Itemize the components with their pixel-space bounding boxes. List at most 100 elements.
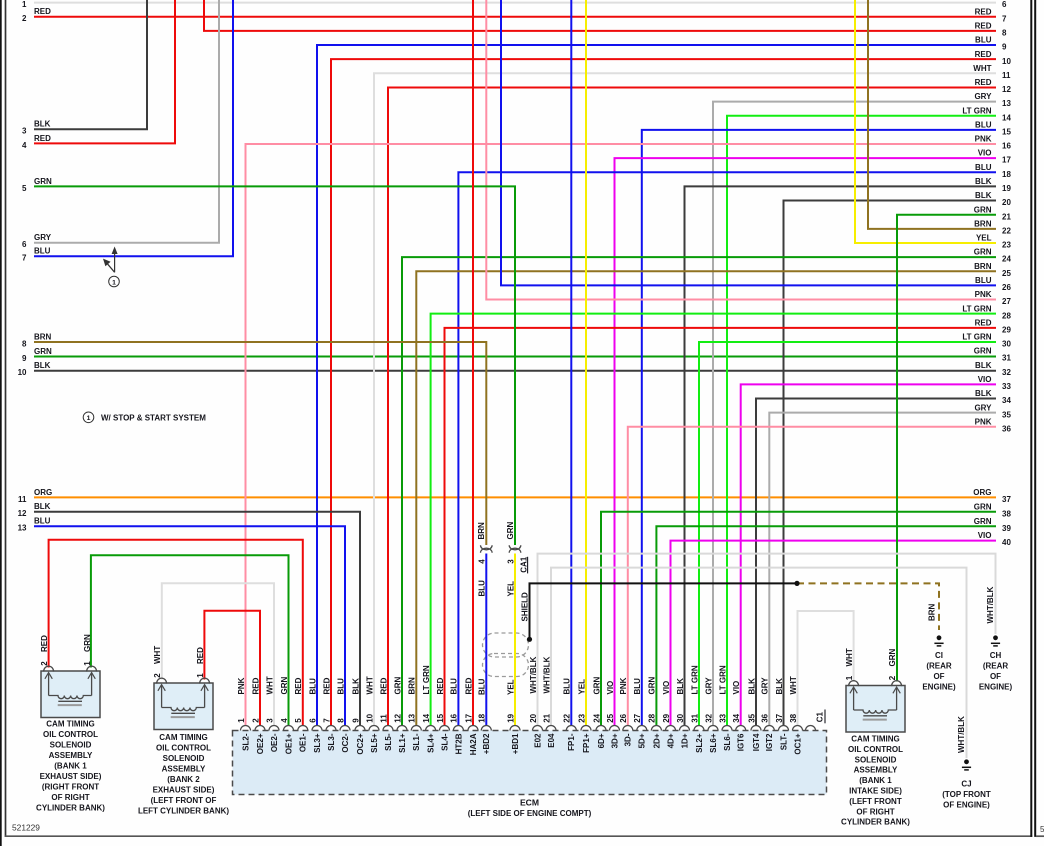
svg-text:6: 6 — [308, 718, 317, 723]
svg-text:YEL: YEL — [577, 679, 586, 695]
svg-text:33: 33 — [718, 713, 727, 722]
svg-text:GRN: GRN — [393, 677, 402, 695]
svg-text:26: 26 — [619, 713, 628, 722]
svg-text:CAM TIMING: CAM TIMING — [159, 733, 207, 742]
svg-text:1: 1 — [196, 673, 205, 678]
svg-text:4D+: 4D+ — [666, 733, 675, 748]
svg-text:FP1+: FP1+ — [582, 733, 591, 753]
svg-text:RED: RED — [34, 134, 51, 143]
svg-text:22: 22 — [1002, 226, 1011, 235]
svg-text:WHT: WHT — [845, 648, 854, 666]
svg-text:RED: RED — [196, 647, 205, 664]
svg-text:4: 4 — [280, 718, 289, 723]
svg-text:SL2+: SL2+ — [695, 733, 704, 753]
svg-text:27: 27 — [633, 713, 642, 722]
svg-text:1: 1 — [112, 279, 116, 286]
svg-text:9: 9 — [351, 718, 360, 723]
svg-text:40: 40 — [1002, 538, 1011, 547]
svg-text:2: 2 — [251, 718, 260, 723]
svg-text:OIL CONTROL: OIL CONTROL — [848, 745, 903, 754]
svg-text:GRN: GRN — [280, 677, 289, 695]
svg-text:(RIGHT FRONT: (RIGHT FRONT — [42, 782, 99, 791]
svg-text:BLK: BLK — [975, 191, 992, 200]
svg-text:VIO: VIO — [978, 531, 992, 540]
svg-text:WHT: WHT — [973, 64, 991, 73]
svg-text:(LEFT FRONT: (LEFT FRONT — [849, 797, 902, 806]
svg-text:RED: RED — [251, 677, 260, 694]
svg-text:GRN: GRN — [974, 517, 992, 526]
svg-text:OIL CONTROL: OIL CONTROL — [43, 730, 98, 739]
svg-text:4: 4 — [478, 559, 487, 564]
svg-text:E02: E02 — [533, 733, 542, 748]
svg-text:7: 7 — [1002, 14, 1007, 23]
svg-text:YEL: YEL — [506, 679, 515, 695]
svg-text:BLU: BLU — [975, 276, 992, 285]
svg-text:GRN: GRN — [974, 347, 992, 356]
svg-text:OF RIGHT: OF RIGHT — [51, 793, 89, 802]
svg-text:29: 29 — [1002, 325, 1011, 334]
svg-text:BLU: BLU — [563, 678, 572, 695]
svg-text:11: 11 — [18, 495, 27, 504]
svg-text:OC2+: OC2+ — [356, 733, 365, 754]
svg-text:BLU: BLU — [975, 36, 992, 45]
svg-text:BLK: BLK — [775, 678, 784, 695]
svg-text:17: 17 — [1002, 156, 1011, 165]
svg-text:BLK: BLK — [975, 389, 992, 398]
svg-text:WHT/BLK: WHT/BLK — [986, 586, 995, 623]
svg-text:(LEFT FRONT OF: (LEFT FRONT OF — [151, 796, 217, 805]
svg-text:ENGINE): ENGINE) — [979, 682, 1013, 691]
svg-text:WHT: WHT — [365, 676, 374, 694]
svg-text:CYLINDER BANK): CYLINDER BANK) — [841, 818, 910, 827]
svg-text:OF RIGHT: OF RIGHT — [856, 807, 894, 816]
svg-text:CI: CI — [935, 651, 943, 660]
svg-text:GRN: GRN — [974, 205, 992, 214]
svg-text:WHT/BLK: WHT/BLK — [957, 716, 966, 753]
svg-text:34: 34 — [732, 713, 741, 722]
svg-text:RED: RED — [975, 318, 992, 327]
svg-text:CAM TIMING: CAM TIMING — [46, 719, 94, 728]
svg-text:SOLENOID: SOLENOID — [163, 754, 205, 763]
svg-text:20: 20 — [529, 713, 538, 722]
svg-text:BLU: BLU — [450, 678, 459, 695]
svg-text:1: 1 — [87, 415, 91, 422]
svg-text:22: 22 — [563, 713, 572, 722]
svg-text:3: 3 — [506, 559, 515, 564]
svg-text:23: 23 — [1002, 241, 1011, 250]
svg-text:BLU: BLU — [633, 678, 642, 695]
svg-text:12: 12 — [393, 713, 402, 722]
svg-text:SL6-: SL6- — [723, 733, 732, 751]
svg-text:SL6+: SL6+ — [709, 733, 718, 753]
svg-text:SHIELD: SHIELD — [520, 592, 529, 622]
svg-text:5: 5 — [294, 718, 303, 723]
svg-text:SL1-: SL1- — [412, 733, 421, 751]
svg-text:GRN: GRN — [974, 502, 992, 511]
svg-text:19: 19 — [506, 713, 515, 722]
svg-text:9: 9 — [22, 354, 27, 363]
svg-text:GRY: GRY — [761, 677, 770, 695]
svg-text:23: 23 — [577, 713, 586, 722]
svg-text:OE1+: OE1+ — [284, 733, 293, 754]
svg-text:RED: RED — [464, 677, 473, 694]
svg-text:GRY: GRY — [974, 403, 992, 412]
svg-text:(BANK 1: (BANK 1 — [54, 761, 87, 770]
svg-text:YEL: YEL — [976, 234, 992, 243]
svg-text:20: 20 — [1002, 198, 1011, 207]
svg-text:521229: 521229 — [12, 823, 40, 833]
svg-text:18: 18 — [1002, 170, 1011, 179]
svg-text:IGT4: IGT4 — [752, 733, 761, 751]
svg-text:HT2B: HT2B — [454, 733, 463, 754]
svg-text:21: 21 — [1002, 212, 1011, 221]
svg-text:RED: RED — [40, 635, 49, 652]
svg-text:16: 16 — [450, 713, 459, 722]
svg-text:32: 32 — [1002, 368, 1011, 377]
svg-text:CJ: CJ — [961, 780, 971, 789]
svg-text:29: 29 — [662, 713, 671, 722]
svg-text:OF ENGINE): OF ENGINE) — [943, 800, 990, 809]
svg-text:SL1+: SL1+ — [398, 733, 407, 753]
svg-text:8: 8 — [336, 718, 345, 723]
svg-text:BRN: BRN — [974, 219, 992, 228]
svg-text:WHT: WHT — [153, 646, 162, 664]
svg-text:8: 8 — [22, 339, 27, 348]
svg-text:SL5+: SL5+ — [370, 733, 379, 753]
svg-text:YEL: YEL — [506, 581, 515, 597]
